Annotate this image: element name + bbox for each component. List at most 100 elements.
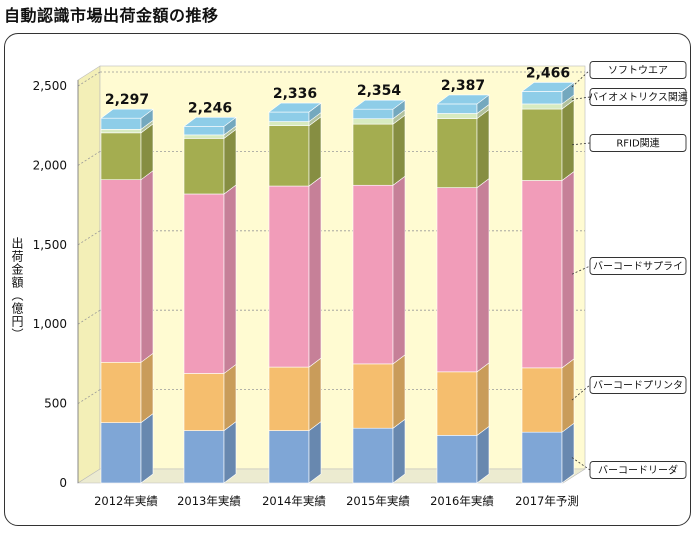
bar-segment-side bbox=[561, 422, 575, 484]
bar-segment-side bbox=[140, 170, 154, 363]
bar-segment-side bbox=[561, 358, 575, 433]
legend-box bbox=[589, 257, 687, 275]
bar-segment-side bbox=[140, 413, 154, 484]
bar-segment-side bbox=[392, 175, 406, 365]
x-tick-label: 2012年実績 bbox=[94, 494, 158, 508]
legend-label: RFID関連 bbox=[616, 137, 659, 150]
bar-segment bbox=[183, 138, 225, 195]
legend-leader-line bbox=[571, 96, 591, 100]
bar-segment bbox=[352, 108, 394, 120]
bar-segment bbox=[183, 126, 225, 136]
bar-total-label: 2,466 bbox=[526, 65, 570, 81]
floor bbox=[76, 468, 587, 484]
bar-segment-side bbox=[476, 178, 490, 373]
x-tick-label: 2014年実績 bbox=[262, 494, 326, 508]
bar-segment-side bbox=[476, 362, 490, 436]
bar-segment bbox=[352, 184, 394, 365]
bar-segment bbox=[268, 121, 310, 126]
gridline-side bbox=[77, 71, 101, 87]
bar-segment bbox=[521, 180, 563, 369]
y-tick-label: 500 bbox=[44, 397, 67, 411]
back-wall bbox=[99, 65, 586, 470]
bar-segment bbox=[268, 366, 310, 431]
x-tick-label: 2015年実績 bbox=[346, 494, 410, 508]
bar-total-label: 2,336 bbox=[273, 86, 317, 102]
y-tick-label: 2,500 bbox=[33, 79, 67, 93]
x-tick-label: 2017年予測 bbox=[515, 494, 579, 508]
bar-segment bbox=[521, 91, 563, 105]
bar-segment bbox=[436, 371, 478, 436]
bar-segment-side bbox=[140, 352, 154, 424]
bar-segment-side bbox=[223, 128, 237, 195]
bar-total-label: 2,387 bbox=[441, 78, 485, 94]
bar-segment bbox=[100, 362, 142, 423]
bar-segment bbox=[521, 431, 563, 484]
bar-segment-side bbox=[223, 363, 237, 432]
bar-segment bbox=[352, 123, 394, 186]
bar-segment-side bbox=[308, 357, 322, 432]
bar-top bbox=[436, 94, 490, 105]
x-tick-label: 2013年実績 bbox=[177, 494, 241, 508]
bar-top bbox=[268, 102, 322, 113]
gridline-side bbox=[77, 230, 101, 246]
bar-segment-side bbox=[140, 123, 154, 181]
bar-top bbox=[183, 117, 237, 127]
bar-segment bbox=[436, 187, 478, 373]
bar-segment bbox=[268, 430, 310, 484]
gridline-side bbox=[77, 309, 101, 325]
legend-box bbox=[589, 88, 687, 106]
gridline-side bbox=[77, 389, 101, 404]
bar-segment bbox=[521, 103, 563, 110]
bar-top bbox=[352, 99, 406, 110]
side-wall bbox=[77, 65, 101, 484]
bar-segment-side bbox=[392, 354, 406, 429]
bar-segment-side bbox=[223, 420, 237, 484]
bar-segment bbox=[268, 111, 310, 122]
gridline-side bbox=[77, 151, 101, 166]
bar-segment bbox=[183, 373, 225, 431]
bar-segment bbox=[436, 435, 478, 484]
bar-segment-side bbox=[561, 170, 575, 369]
legend-label: ソフトウエア bbox=[608, 65, 668, 77]
bar-top bbox=[100, 108, 154, 119]
y-tick-label: 2,000 bbox=[33, 158, 67, 172]
bar-segment-side bbox=[476, 108, 490, 189]
legend-leader-line bbox=[571, 142, 591, 146]
bar-segment-side bbox=[308, 176, 322, 368]
legend-box bbox=[589, 61, 687, 79]
bar-total-label: 2,297 bbox=[105, 92, 149, 108]
legend-label: バーコードリーダ bbox=[598, 464, 678, 477]
bar-segment-side bbox=[561, 99, 575, 182]
bar-segment bbox=[183, 193, 225, 374]
legend-box bbox=[589, 376, 687, 394]
bar-segment bbox=[100, 117, 142, 130]
bar-segment bbox=[521, 367, 563, 433]
bar-segment bbox=[100, 132, 142, 180]
bar-segment bbox=[183, 134, 225, 139]
bar-segment bbox=[100, 422, 142, 484]
bar-segment bbox=[436, 103, 478, 114]
bar-segment bbox=[352, 118, 394, 125]
y-tick-label: 1,500 bbox=[33, 238, 67, 252]
legend-box bbox=[589, 134, 687, 152]
bar-segment bbox=[352, 427, 394, 484]
legend-box bbox=[589, 461, 687, 479]
legend-label: バイオメトリクス関連 bbox=[588, 91, 688, 104]
bar-segment bbox=[521, 108, 563, 181]
bar-segment-side bbox=[392, 418, 406, 484]
legend-label: バーコードサプライ bbox=[593, 261, 683, 273]
bar-segment bbox=[183, 430, 225, 484]
bar-segment-side bbox=[308, 116, 322, 187]
bar-segment bbox=[100, 129, 142, 134]
bar-segment bbox=[436, 118, 478, 188]
page-title: 自動認識市場出荷金額の推移 bbox=[4, 6, 219, 25]
y-tick-label: 1,000 bbox=[33, 317, 67, 331]
bar-top bbox=[521, 82, 575, 92]
bar-segment bbox=[100, 179, 142, 363]
bar-segment bbox=[436, 113, 478, 119]
legend-label: バーコードプリンタ bbox=[593, 380, 683, 392]
bar-segment-side bbox=[223, 184, 237, 375]
bar-total-label: 2,246 bbox=[188, 100, 232, 116]
y-tick-label: 0 bbox=[59, 476, 67, 490]
